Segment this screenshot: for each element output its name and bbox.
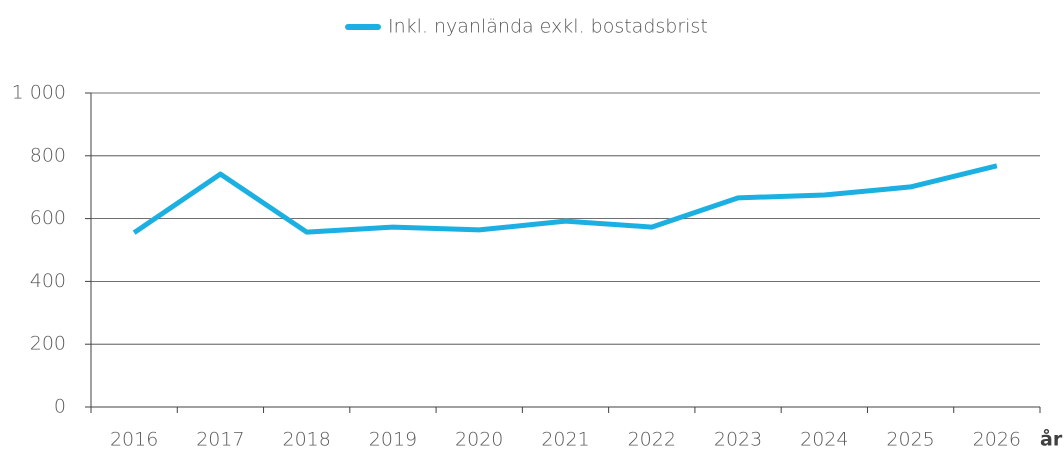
y-tick-label: 600 xyxy=(30,207,66,229)
x-tick-label: 2023 xyxy=(714,429,762,450)
x-tick-label: 2017 xyxy=(196,429,244,450)
y-tick-label: 1 000 xyxy=(12,82,66,104)
data-line xyxy=(132,163,998,235)
x-axis-label: år xyxy=(1040,427,1063,450)
y-tick-label: 800 xyxy=(30,144,66,166)
x-tick-label: 2022 xyxy=(628,429,676,450)
y-tick-label: 400 xyxy=(30,270,66,292)
x-tick-label: 2025 xyxy=(886,429,934,450)
x-tick-label: 2019 xyxy=(369,429,417,450)
y-tick-label: 200 xyxy=(30,333,66,355)
x-tick-label: 2024 xyxy=(800,429,848,450)
x-tick-label: 2018 xyxy=(283,429,331,450)
x-tick-label: 2020 xyxy=(455,429,503,450)
y-tick-label: 0 xyxy=(54,396,66,418)
x-tick-label: 2026 xyxy=(973,429,1021,450)
x-tick-label: 2016 xyxy=(110,429,158,450)
x-tick-label: 2021 xyxy=(541,429,589,450)
legend-label: Inkl. nyanlända exkl. bostadsbrist xyxy=(388,16,708,38)
